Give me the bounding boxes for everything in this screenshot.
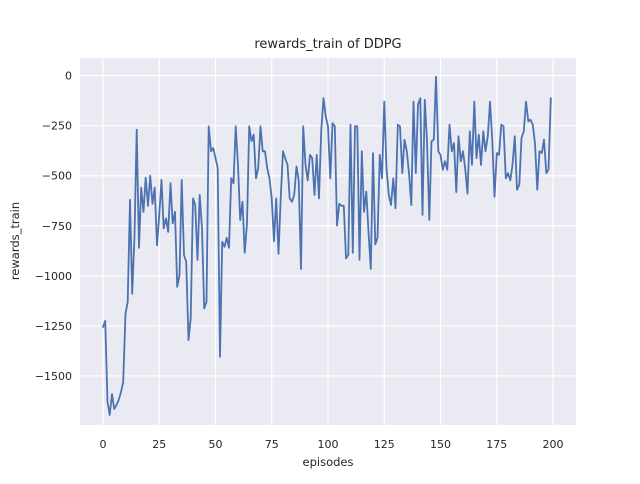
y-axis-label: rewards_train <box>8 202 22 280</box>
y-tick-label: −500 <box>42 170 72 183</box>
y-tick-label: −1500 <box>35 370 72 383</box>
x-tick-label: 175 <box>486 438 507 451</box>
y-tick-labels: 0 −250 −500 −750 −1000 −1250 −1500 <box>35 70 72 383</box>
y-tick-label: 0 <box>65 70 72 83</box>
y-tick-label: −750 <box>42 220 72 233</box>
data-series <box>102 75 552 416</box>
y-tick-label: −1250 <box>35 320 72 333</box>
y-tick-label: −250 <box>42 120 72 133</box>
x-tick-label: 50 <box>208 438 222 451</box>
x-tick-label: 25 <box>152 438 166 451</box>
x-tick-label: 75 <box>265 438 279 451</box>
x-axis-label: episodes <box>303 455 354 469</box>
x-tick-label: 200 <box>543 438 564 451</box>
x-tick-label: 100 <box>318 438 339 451</box>
x-tick-label: 150 <box>430 438 451 451</box>
y-tick-label: −1000 <box>35 270 72 283</box>
data-line-rewards_train <box>102 75 552 416</box>
chart-title: rewards_train of DDPG <box>254 37 401 52</box>
x-tick-label: 125 <box>374 438 395 451</box>
x-tick-label: 0 <box>99 438 106 451</box>
x-tick-labels: 0 25 50 75 100 125 150 175 200 <box>99 438 563 451</box>
